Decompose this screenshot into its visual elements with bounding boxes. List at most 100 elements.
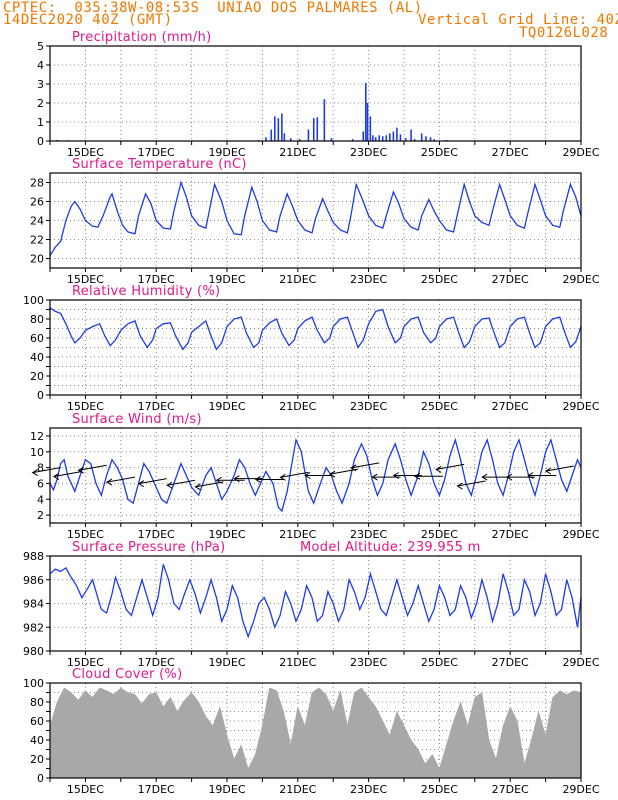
chart-panel-humidity: 0 20 40 60 80 100 15DEC 17DEC 19DEC 21DEC 23DEC 25D…: [23, 284, 600, 413]
x-tick-label: 21DEC: [279, 273, 316, 286]
wind-arrow: [78, 464, 107, 471]
x-tick-label: 15DEC: [67, 783, 104, 796]
y-tick-label: 20: [30, 370, 44, 383]
y-tick-label: 40: [30, 351, 44, 364]
x-tick-label: 21DEC: [279, 783, 316, 796]
chart-panel-wind: 2 4 6 8 10 12 15DEC 17DEC 19DEC 21DEC 23DEC 25DEC 27…: [30, 412, 600, 541]
y-tick-label: 24: [30, 215, 44, 228]
x-tick-label: 15DEC: [67, 273, 104, 286]
x-tick-label: 17DEC: [138, 400, 175, 413]
y-tick-label: 2: [37, 97, 44, 110]
y-tick-label: 100: [23, 677, 44, 690]
wind-arrow-head: [194, 483, 201, 491]
x-tick-label: 19DEC: [208, 273, 245, 286]
chart-header: CPTEC: 035:38W-08:53S UNIAO DOS PALMARES…: [0, 0, 618, 48]
x-tick-label: 25DEC: [421, 783, 458, 796]
y-tick-label: 28: [30, 177, 44, 190]
x-tick-label: 19DEC: [208, 656, 245, 669]
chart-panel-pressure: 980 982 984 986 988 15DEC 17DEC 19DEC 21DEC 23DEC…: [23, 540, 600, 669]
x-tick-label: 19DEC: [208, 400, 245, 413]
wind-arrow: [195, 481, 224, 488]
x-tick-label: 21DEC: [279, 656, 316, 669]
x-tick-label: 23DEC: [350, 146, 387, 159]
header-location: CPTEC: 035:38W-08:53S UNIAO DOS PALMARES…: [3, 0, 423, 16]
x-tick-label: 29DEC: [562, 400, 599, 413]
wind-arrow-head: [506, 473, 513, 481]
wind-arrow-head: [52, 473, 60, 480]
wind-arrow-head: [527, 472, 534, 479]
wind-arrow: [329, 468, 359, 475]
y-tick-label: 20: [30, 753, 44, 766]
y-tick-label: 10: [30, 446, 44, 459]
y-tick-label: 1: [37, 116, 44, 129]
y-tick-label: 6: [37, 477, 44, 490]
x-tick-label: 23DEC: [350, 783, 387, 796]
y-tick-label: 80: [30, 696, 44, 709]
cloud-cover-area: [49, 687, 582, 779]
y-tick-label: 984: [23, 598, 44, 611]
y-tick-label: 0: [37, 135, 44, 148]
x-tick-label: 29DEC: [562, 528, 599, 541]
x-tick-label: 29DEC: [562, 146, 599, 159]
header-grid-line: Vertical Grid Line: 40Z: [418, 12, 618, 28]
wind-arrow-head: [350, 464, 357, 472]
wind-arrow: [167, 479, 196, 486]
y-tick-label: 80: [30, 313, 44, 326]
plot-frame: [49, 45, 582, 142]
wind-arrow-head: [304, 472, 311, 479]
x-tick-label: 19DEC: [208, 783, 245, 796]
y-tick-label: 8: [37, 462, 44, 475]
x-tick-label: 17DEC: [138, 783, 175, 796]
y-tick-label: 12: [30, 430, 44, 443]
x-tick-label: 17DEC: [138, 656, 175, 669]
wind-arrow-head: [435, 465, 442, 473]
x-tick-label: 25DEC: [421, 146, 458, 159]
panel-title: Surface Temperature (nC): [72, 157, 247, 172]
x-tick-label: 27DEC: [492, 656, 529, 669]
y-tick-label: 982: [23, 621, 44, 634]
panel-title: Surface Wind (m/s): [72, 412, 202, 427]
wind-arrow: [106, 476, 136, 483]
x-tick-label: 25DEC: [421, 273, 458, 286]
wind-arrow-head: [215, 476, 222, 484]
x-tick-label: 17DEC: [138, 146, 175, 159]
x-tick-label: 27DEC: [492, 400, 529, 413]
wind-arrow: [138, 478, 167, 485]
series-line: [49, 437, 582, 513]
y-tick-label: 980: [23, 645, 44, 658]
x-tick-label: 29DEC: [562, 783, 599, 796]
model-altitude: Model Altitude: 239.955 m: [300, 540, 481, 555]
x-tick-label: 15DEC: [67, 400, 104, 413]
y-tick-label: 26: [30, 196, 44, 209]
x-tick-label: 25DEC: [421, 528, 458, 541]
chart-panel-cloud: 0 20 40 60 80 100 15DEC 17DEC 19DEC 21DEC 23DEC 25D…: [23, 667, 600, 796]
panel-title: Relative Humidity (%): [72, 284, 220, 299]
wind-arrow-head: [254, 476, 261, 483]
y-tick-label: 3: [37, 78, 44, 91]
wind-arrow-head: [137, 480, 145, 488]
y-tick-label: 22: [30, 234, 44, 247]
wind-arrow: [545, 465, 575, 472]
x-tick-label: 21DEC: [279, 528, 316, 541]
wind-arrow-head: [77, 466, 84, 474]
wind-arrow-head: [371, 473, 378, 481]
wind-arrow: [436, 463, 465, 470]
x-tick-label: 15DEC: [67, 656, 104, 669]
x-tick-label: 23DEC: [350, 273, 387, 286]
wind-arrow-head: [456, 482, 463, 490]
y-tick-label: 4: [37, 59, 44, 72]
header-model-code: TQ0126L028: [519, 25, 609, 41]
y-tick-label: 4: [37, 493, 44, 506]
y-tick-label: 40: [30, 734, 44, 747]
y-tick-label: 5: [37, 40, 44, 53]
plot-frame: [49, 299, 582, 396]
wind-arrow-head: [279, 473, 286, 481]
wind-arrow-head: [233, 475, 240, 483]
y-tick-label: 20: [30, 253, 44, 266]
chart-panel-precip: 0 1 2 3 4 5 15DEC 17DEC 19DEC 21DEC 23DEC 25DEC 27DE…: [37, 30, 600, 159]
wind-arrow-head: [544, 467, 552, 475]
wind-arrow: [457, 480, 486, 487]
chart-panel-temperature: 20 22 24 26 28 15DEC 17DEC 19DEC 21DEC 23DEC 25DEC…: [30, 157, 600, 286]
wind-arrow-head: [31, 469, 38, 477]
